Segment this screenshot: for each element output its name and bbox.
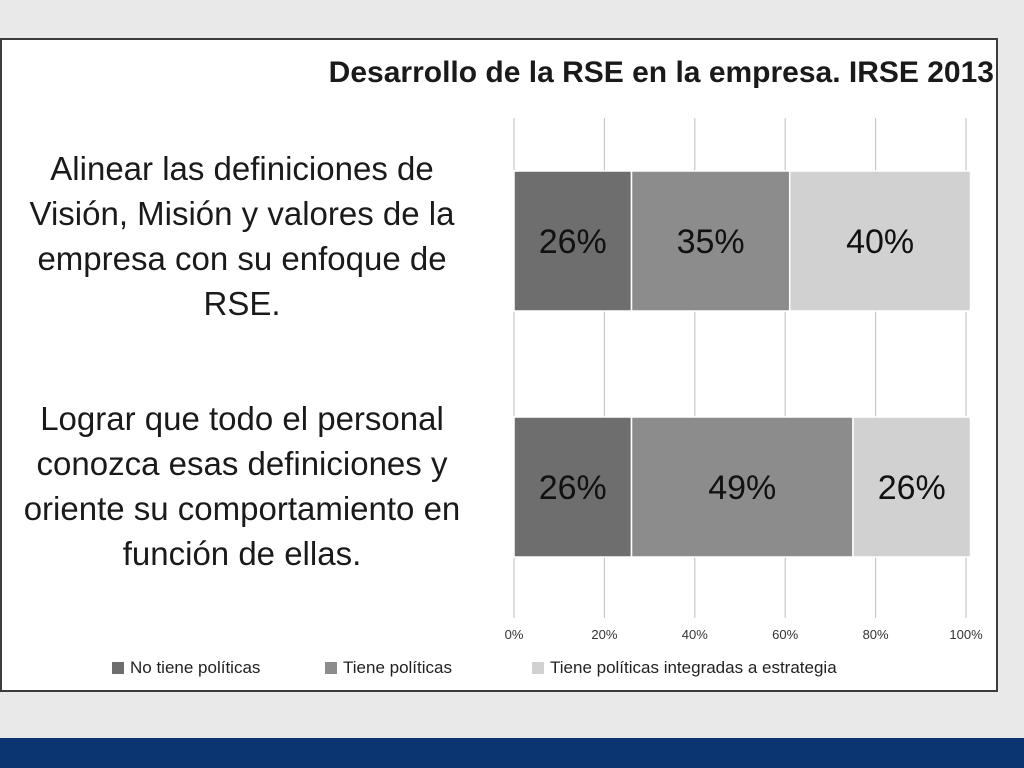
body-text-objective-1: Alinear las definiciones de Visión, Misi…: [29, 150, 455, 322]
legend-label: No tiene políticas: [130, 658, 260, 677]
footer-bar: [0, 738, 1024, 768]
body-text-objective-2: Lograr que todo el personal conozca esas…: [23, 400, 461, 572]
slide: Desarrollo de la RSE en la empresa. IRSE…: [0, 38, 998, 692]
bar-data-label: 26%: [539, 469, 607, 507]
bar-segment: [852, 416, 972, 558]
bar-segment: [630, 170, 791, 312]
stacked-bar-chart: 0% 20% 40% 60% 80% 100% 26% 35% 40% 26% 49% 26% No t…: [112, 118, 983, 677]
x-tick-label: 80%: [863, 627, 889, 642]
bar-data-label: 35%: [677, 223, 745, 261]
x-tick-label: 60%: [772, 627, 798, 642]
bar-data-label: 40%: [846, 223, 914, 261]
legend-swatch: [532, 662, 544, 674]
x-tick-label: 100%: [949, 627, 983, 642]
x-tick-label: 20%: [591, 627, 617, 642]
legend-swatch: [112, 662, 124, 674]
x-tick-label: 0%: [505, 627, 524, 642]
bar-data-label: 26%: [539, 223, 607, 261]
x-tick-label: 40%: [682, 627, 708, 642]
chart-title: Desarrollo de la RSE en la empresa. IRSE…: [328, 56, 994, 89]
bar-segment: [788, 170, 972, 312]
legend-swatch: [325, 662, 337, 674]
bar-data-label: 26%: [878, 469, 946, 507]
bar-segment: [630, 416, 854, 558]
legend-label: Tiene políticas integradas a estrategia: [550, 658, 837, 677]
legend-label: Tiene políticas: [343, 658, 452, 677]
bar-data-label: 49%: [708, 469, 776, 507]
